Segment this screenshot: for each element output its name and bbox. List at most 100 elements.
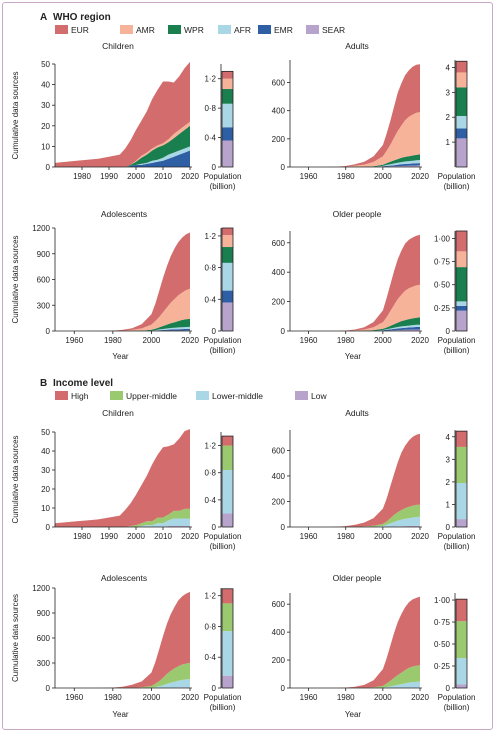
panel-a-children: Children 0 10 20 30 40 50 1980 1990 2000 2010 2020 C… (11, 41, 241, 191)
population-bar-outline (455, 60, 468, 168)
legend-label-low: Low (311, 391, 327, 401)
population-segment-high (222, 436, 233, 446)
population-tick-label: 0·50 (434, 281, 451, 290)
population-segment-amr (222, 235, 233, 248)
area-series-afr (290, 324, 420, 331)
population-bar-outline (455, 430, 468, 528)
population-bar: 0 1 2 3 4 Population(billion) (438, 430, 475, 551)
area-series-amr (290, 284, 420, 331)
legend-swatch-emr (258, 25, 271, 34)
area-series-amr (55, 121, 190, 167)
population-bar-outline (221, 588, 234, 689)
y-axis-label: Cumulative data sources (11, 435, 20, 523)
population-unit-label: (billion) (444, 703, 470, 712)
y-tick-label: 600 (37, 276, 51, 285)
population-segment-upper-middle (456, 621, 467, 659)
panel-title: Older people (333, 209, 382, 219)
y-tick-label: 200 (272, 497, 286, 506)
area-series-lower-middle (290, 681, 420, 688)
population-segment-wpr (456, 267, 467, 302)
legend-label-afr: AFR (234, 25, 251, 35)
panel-b-adults: Adults 0 200 400 600 1960 1980 2000 2020 0 1 2 3 4 Pop… (272, 408, 476, 551)
population-segment-low (456, 684, 467, 688)
population-segment-eur (456, 61, 467, 73)
legend-label-high: High (71, 391, 89, 401)
population-segment-lower-middle (456, 658, 467, 685)
population-tick-label: 0·25 (434, 662, 451, 671)
legend-label-upper-middle: Upper-middle (126, 391, 177, 401)
population-bar-outline (221, 435, 234, 528)
x-axis-label: Year (345, 352, 362, 361)
x-tick-label: 2000 (127, 172, 145, 181)
panel-title: Children (102, 41, 134, 51)
y-tick-label: 600 (272, 446, 286, 455)
population-tick-label: 1 (446, 500, 451, 509)
population-tick-label: 0 (212, 523, 217, 532)
x-tick-label: 2020 (411, 532, 429, 541)
population-label: Population (204, 172, 242, 181)
population-unit-label: (billion) (444, 346, 470, 355)
population-tick-label: 0·8 (204, 104, 216, 113)
y-axis-label: Cumulative data sources (11, 235, 20, 323)
legend-swatch-high (55, 391, 68, 400)
y-tick-label: 0 (46, 163, 51, 172)
population-label: Population (204, 336, 242, 345)
area-series-high (290, 433, 420, 527)
y-tick-label: 200 (272, 298, 286, 307)
y-tick-label: 0 (281, 523, 286, 532)
population-tick-label: 0 (446, 327, 451, 336)
x-tick-label: 2020 (181, 336, 199, 345)
y-axis-label: Cumulative data sources (11, 594, 20, 682)
population-tick-label: 0·75 (434, 618, 451, 627)
population-tick-label: 0·25 (434, 304, 451, 313)
legend-swatch-low (295, 391, 308, 400)
y-tick-label: 30 (41, 101, 50, 110)
legend-label-wpr: WPR (184, 25, 204, 35)
x-tick-label: 1980 (104, 336, 122, 345)
section-a-title: WHO region (53, 12, 111, 23)
x-tick-label: 1980 (73, 172, 91, 181)
population-tick-label: 0·8 (204, 264, 216, 273)
panel-title: Adolescents (101, 573, 147, 583)
population-tick-label: 0·4 (204, 134, 216, 143)
x-tick-label: 2020 (181, 532, 199, 541)
population-segment-low (456, 519, 467, 527)
y-tick-label: 0 (46, 684, 51, 693)
legend-swatch-lower-middle (196, 391, 209, 400)
y-tick-label: 600 (272, 79, 286, 88)
y-tick-label: 10 (41, 142, 50, 151)
area-series-amr (290, 112, 420, 167)
area-series-high (55, 429, 190, 527)
y-tick-label: 30 (41, 466, 50, 475)
y-tick-label: 0 (281, 327, 286, 336)
population-segment-sear (456, 138, 467, 167)
population-unit-label: (billion) (210, 703, 236, 712)
y-tick-label: 1200 (32, 224, 50, 233)
y-tick-label: 0 (281, 163, 286, 172)
area-series-eur (55, 232, 190, 331)
legend-who-region: EUR AMR WPR AFR EMR SEAR (55, 25, 345, 35)
population-tick-label: 1·2 (204, 442, 216, 451)
population-unit-label: (billion) (444, 182, 470, 191)
figure-frame (2, 2, 493, 730)
population-segment-sear (456, 310, 467, 331)
population-tick-label: 1·00 (434, 234, 451, 243)
legend-label-amr: AMR (136, 25, 155, 35)
section-b-title: Income level (53, 378, 113, 389)
population-segment-eur (222, 228, 233, 236)
y-tick-label: 600 (37, 634, 51, 643)
population-segment-eur (456, 231, 467, 252)
y-axis-label: Cumulative data sources (11, 71, 20, 159)
x-tick-label: 2000 (374, 532, 392, 541)
y-tick-label: 40 (41, 447, 50, 456)
area-series-wpr (290, 154, 420, 167)
x-tick-label: 2000 (143, 336, 161, 345)
panel-title: Older people (333, 573, 382, 583)
panel-a-adults: Adults 0 200 400 600 1960 1980 2000 2020 1 2 3 4 Popu… (272, 41, 476, 191)
population-segment-wpr (222, 89, 233, 104)
y-tick-label: 900 (37, 250, 51, 259)
population-segment-lower-middle (222, 631, 233, 676)
x-tick-label: 1960 (300, 532, 318, 541)
